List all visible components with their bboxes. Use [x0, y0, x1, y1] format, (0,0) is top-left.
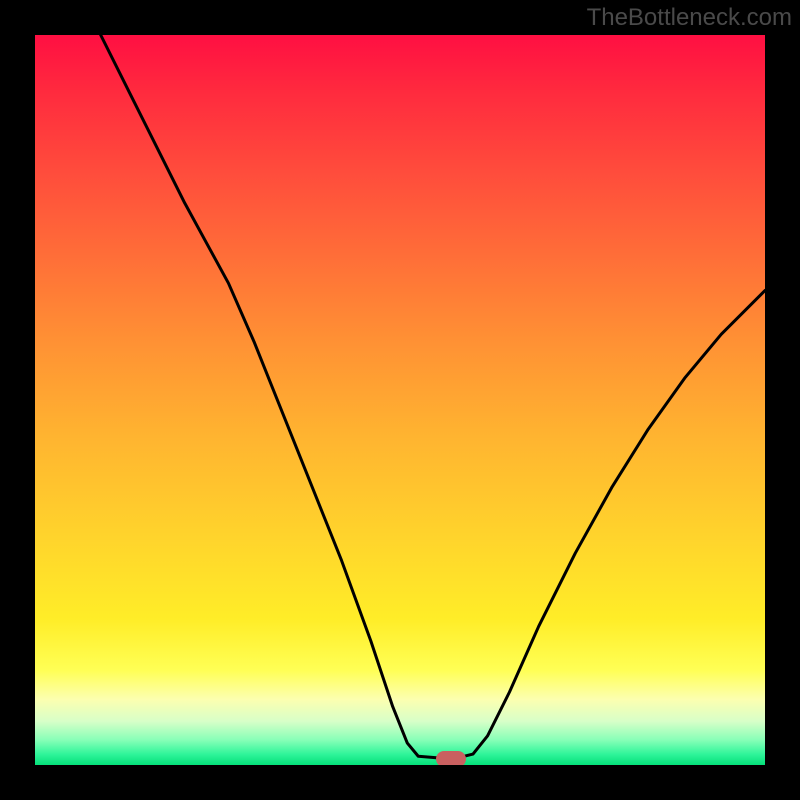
bottleneck-curve	[35, 35, 765, 765]
chart-container: TheBottleneck.com	[0, 0, 800, 800]
curve-path	[101, 35, 765, 758]
optimal-marker	[436, 751, 466, 765]
plot-area	[35, 35, 765, 765]
watermark-text: TheBottleneck.com	[587, 4, 792, 32]
